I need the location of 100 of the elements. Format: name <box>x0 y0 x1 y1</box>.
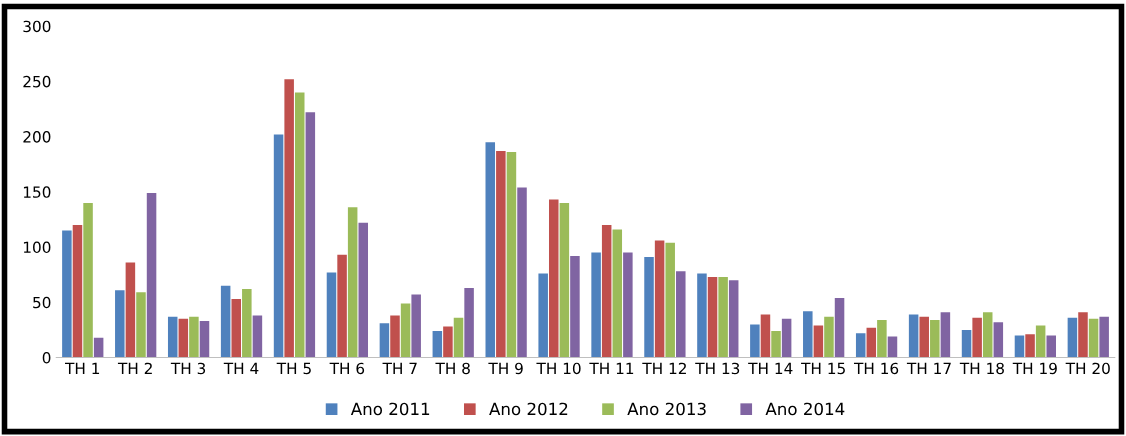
bar <box>803 311 813 358</box>
bar <box>72 224 83 358</box>
x-tick-label: TH 10 <box>536 362 581 375</box>
bar <box>1014 335 1025 358</box>
bar <box>1035 325 1046 358</box>
bar <box>908 314 919 358</box>
bar <box>1099 316 1109 358</box>
bar <box>273 134 284 358</box>
bar <box>718 276 728 358</box>
bar <box>877 319 887 358</box>
bar <box>178 318 189 358</box>
bar <box>231 298 241 358</box>
x-tick-label: TH 15 <box>801 362 845 375</box>
bar <box>326 272 337 358</box>
y-tick-label: 0 <box>42 351 51 364</box>
bar <box>1025 334 1035 358</box>
bar <box>506 152 517 358</box>
x-tick-label: TH 19 <box>1012 362 1057 375</box>
bar <box>887 336 898 358</box>
x-tick-label: TH 20 <box>1065 362 1110 375</box>
bar <box>252 315 263 358</box>
bar <box>115 290 125 358</box>
bar <box>591 252 601 358</box>
bar <box>834 297 845 358</box>
bar <box>1078 312 1088 358</box>
y-tick-label: 100 <box>23 241 51 254</box>
x-tick-label: TH 3 <box>170 362 206 375</box>
bar <box>697 273 707 358</box>
bar <box>305 112 316 358</box>
x-tick-label: TH 18 <box>959 362 1004 375</box>
bar <box>146 192 157 358</box>
bar <box>1067 317 1078 358</box>
bar <box>284 79 294 358</box>
bar <box>464 287 474 358</box>
bar <box>930 319 940 358</box>
x-tick-label: TH 12 <box>642 362 686 374</box>
bar <box>559 202 570 358</box>
bar <box>982 312 993 358</box>
bar <box>199 321 210 358</box>
bar <box>644 257 654 358</box>
bar <box>781 318 792 358</box>
bar <box>294 92 305 358</box>
bar <box>654 240 665 358</box>
y-tick-label: 200 <box>23 131 51 143</box>
bar <box>167 316 178 358</box>
x-tick-label: TH 13 <box>695 362 740 375</box>
bar <box>750 324 760 358</box>
bar <box>189 316 199 358</box>
bar <box>485 142 496 358</box>
bar <box>337 254 347 358</box>
legend-label: Ano 2014 <box>765 402 845 416</box>
bar <box>1046 335 1056 358</box>
x-tick-label: TH 1 <box>65 362 100 374</box>
bar <box>612 229 623 358</box>
bar <box>707 276 718 358</box>
x-tick-label: TH 5 <box>276 362 311 375</box>
x-tick-label: TH 14 <box>748 362 793 374</box>
x-tick-label: TH 11 <box>589 362 634 374</box>
bar <box>866 327 877 358</box>
bar <box>453 317 464 358</box>
bar <box>813 325 824 358</box>
x-tick-label: TH 7 <box>382 362 417 374</box>
bar <box>570 255 580 358</box>
bar <box>93 337 104 358</box>
bar <box>379 323 390 358</box>
bar <box>760 314 771 358</box>
bar <box>220 285 231 358</box>
bar <box>919 316 929 358</box>
bar <box>824 316 834 358</box>
bar <box>432 331 443 358</box>
bar <box>961 329 972 358</box>
bar <box>83 202 93 358</box>
bar <box>1088 318 1099 358</box>
x-tick-label: TH 17 <box>906 362 951 374</box>
bar <box>676 271 686 358</box>
bar <box>771 331 781 358</box>
x-tick-label: TH 8 <box>435 362 470 375</box>
bar <box>62 230 72 358</box>
bar <box>125 262 136 358</box>
bar <box>728 280 739 358</box>
y-tick-label: 50 <box>33 296 51 309</box>
bar <box>400 303 411 358</box>
bar <box>411 294 421 358</box>
bar <box>496 150 506 358</box>
bar <box>358 222 369 358</box>
bar <box>347 207 358 358</box>
bar <box>665 242 675 358</box>
bar <box>242 289 252 358</box>
bar <box>940 312 951 358</box>
bar <box>517 187 527 358</box>
x-tick-label: TH 6 <box>329 362 365 375</box>
x-tick-label: TH 2 <box>117 362 152 374</box>
y-tick-label: 150 <box>23 186 51 198</box>
x-tick-label: TH 9 <box>488 362 523 375</box>
bar <box>855 333 866 358</box>
x-tick-label: TH 4 <box>223 362 259 374</box>
bar <box>549 199 559 358</box>
bar <box>601 224 612 358</box>
bar <box>538 273 548 358</box>
bar <box>136 292 146 358</box>
